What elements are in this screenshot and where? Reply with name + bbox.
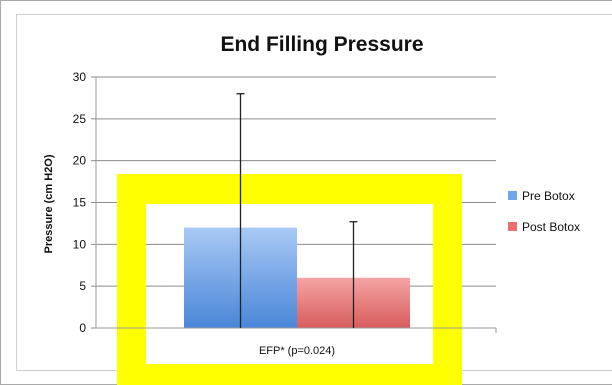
- y-axis-label: Pressure (cm H2O): [43, 154, 55, 253]
- legend: Pre Botox Post Botox: [508, 189, 580, 234]
- error-bars: [236, 93, 358, 328]
- y-tick-label: 25: [73, 112, 87, 126]
- y-tick-label: 20: [73, 154, 87, 168]
- y-tick-label: 10: [73, 237, 87, 251]
- legend-label: Post Botox: [522, 220, 580, 234]
- y-tick-label: 30: [73, 70, 87, 84]
- highlight-frame: [117, 174, 462, 385]
- chart-title: End Filling Pressure: [220, 33, 423, 56]
- legend-swatch: [508, 191, 517, 200]
- legend-label: Pre Botox: [522, 189, 575, 203]
- y-tick-label: 15: [73, 196, 87, 210]
- y-axis-ticks: 0 5 10 15 20 25 30: [73, 70, 96, 335]
- y-tick-label: 0: [79, 321, 86, 335]
- category-label: EFP* (p=0.024): [259, 345, 335, 357]
- legend-swatch: [508, 222, 517, 231]
- bars: [184, 227, 410, 328]
- y-tick-label: 5: [79, 279, 86, 293]
